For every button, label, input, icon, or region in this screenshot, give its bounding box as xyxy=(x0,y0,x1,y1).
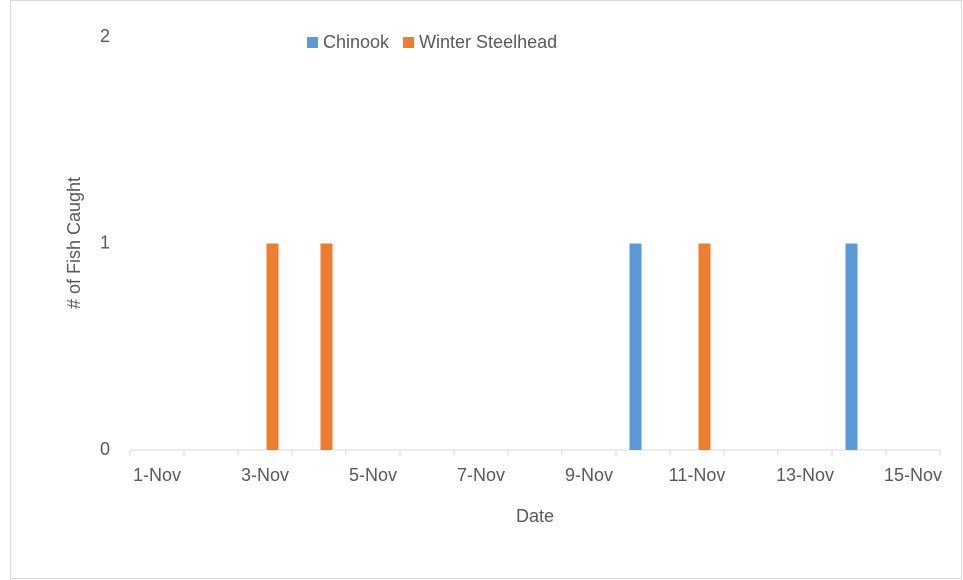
y-tick-label: 0 xyxy=(100,439,110,459)
x-tick-label: 13-Nov xyxy=(776,465,834,485)
legend-label: Chinook xyxy=(323,32,390,52)
x-tick-label: 7-Nov xyxy=(457,465,505,485)
bar xyxy=(698,243,711,450)
chart-frame xyxy=(10,0,962,579)
x-tick-label: 5-Nov xyxy=(349,465,397,485)
bar xyxy=(320,243,333,450)
y-axis-title: # of Fish Caught xyxy=(64,177,84,309)
y-tick-label: 2 xyxy=(100,26,110,46)
legend-swatch xyxy=(307,37,318,48)
x-tick-label: 3-Nov xyxy=(241,465,289,485)
legend-swatch xyxy=(403,37,415,48)
x-axis-title: Date xyxy=(516,506,554,526)
y-tick-label: 1 xyxy=(100,232,110,252)
bar xyxy=(845,243,858,450)
x-tick-label: 11-Nov xyxy=(669,465,726,485)
x-tick-label: 9-Nov xyxy=(565,465,613,485)
x-tick-label: 1-Nov xyxy=(133,465,181,485)
bar xyxy=(266,243,279,450)
bar xyxy=(629,243,642,450)
x-tick-label: 15-Nov xyxy=(884,465,942,485)
legend-label: Winter Steelhead xyxy=(419,32,557,52)
